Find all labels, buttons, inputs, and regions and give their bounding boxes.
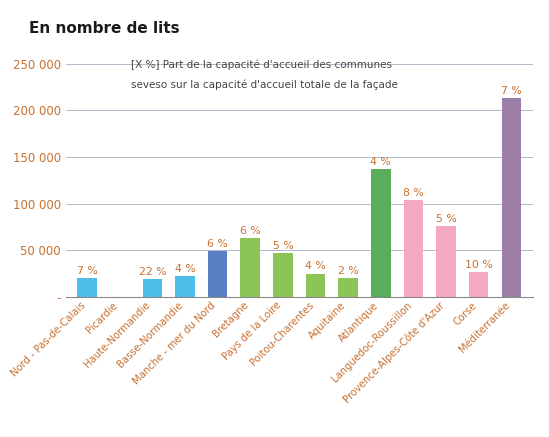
Text: 10 %: 10 % [465,260,492,270]
Text: 6 %: 6 % [240,226,261,236]
Text: 4 %: 4 % [305,261,326,271]
Text: 5 %: 5 % [436,214,456,224]
Text: En nombre de lits: En nombre de lits [29,21,179,36]
Bar [273,253,293,297]
Bar [306,274,326,297]
Bar [404,200,423,297]
Text: 6 %: 6 % [208,239,228,249]
Bar [502,98,521,297]
Text: seveso sur la capacité d'accueil totale de la façade: seveso sur la capacité d'accueil totale … [131,80,398,90]
Bar [208,251,227,297]
Text: 4 %: 4 % [175,264,195,274]
Text: 5 %: 5 % [272,241,293,251]
Text: [X %] Part de la capacité d'accueil des communes: [X %] Part de la capacité d'accueil des … [131,60,392,70]
Bar [371,169,390,297]
Text: 2 %: 2 % [338,266,358,276]
Text: 22 %: 22 % [138,267,166,277]
Text: 7 %: 7 % [501,86,522,96]
Text: 4 %: 4 % [371,157,391,167]
Bar [143,279,162,297]
Bar [436,226,456,297]
Bar [77,278,97,297]
Bar [240,238,260,297]
Text: 7 %: 7 % [77,266,98,276]
Bar [338,278,358,297]
Bar [175,276,195,297]
Bar [469,272,489,297]
Text: 8 %: 8 % [403,187,424,198]
